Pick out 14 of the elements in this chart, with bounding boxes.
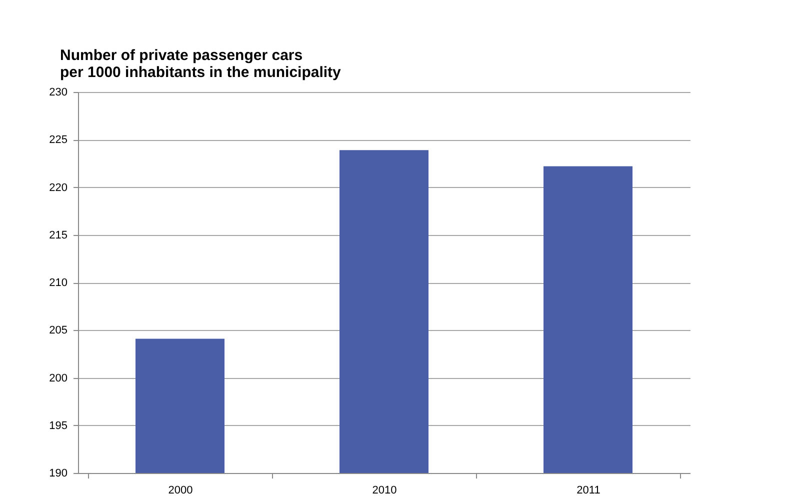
x-tick-label: 2010	[372, 484, 397, 496]
y-tick-label: 225	[49, 134, 68, 146]
text: Number of private passenger cars	[60, 47, 303, 64]
x-tick-label: 2011	[576, 484, 600, 496]
x-tick-label: 2000	[168, 484, 193, 496]
y-tick-label: 215	[49, 229, 68, 242]
y-tick-label: 195	[49, 420, 68, 432]
y-tick-label: 190	[49, 468, 68, 480]
y-tick-label: 200	[49, 372, 68, 384]
y-tick-label: 205	[49, 324, 68, 337]
y-tick-label: 230	[49, 86, 68, 98]
y-tick-label: 220	[49, 182, 68, 194]
text: per 1000 inhabitants in the municipality	[60, 64, 341, 81]
y-tick-label: 210	[49, 277, 68, 289]
